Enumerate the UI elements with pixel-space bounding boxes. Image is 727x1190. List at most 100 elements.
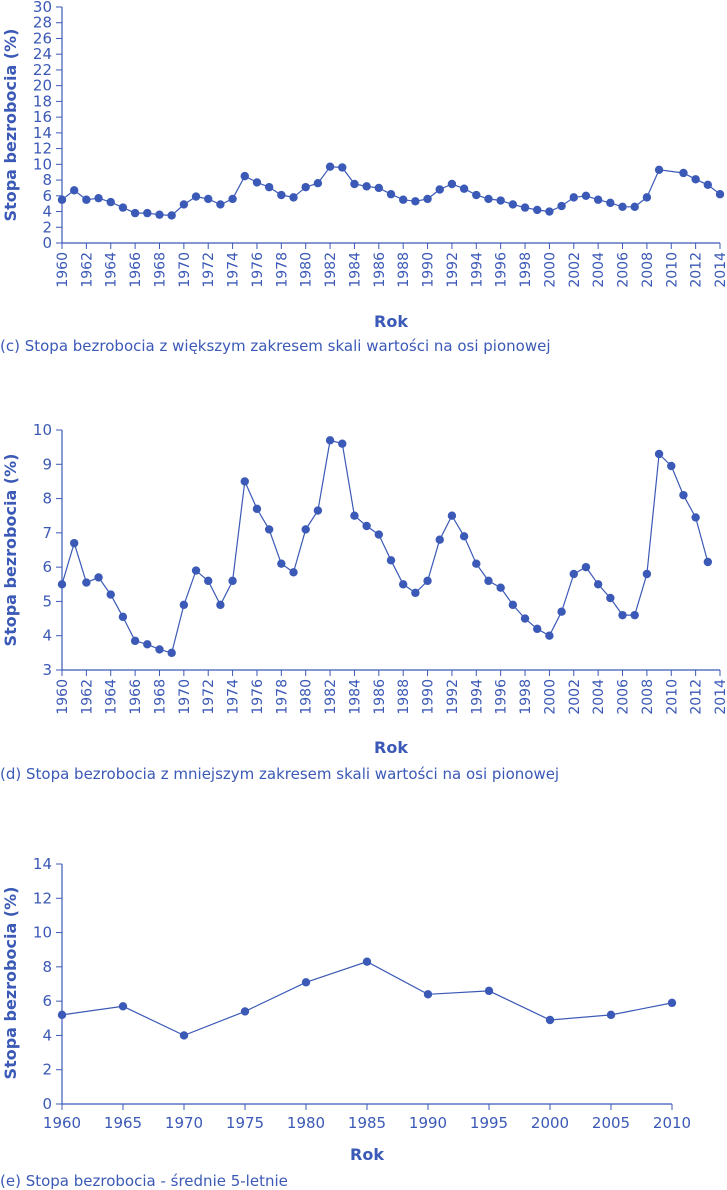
- data-point: [204, 194, 213, 204]
- data-point: [606, 198, 615, 208]
- y-tick-label: 6: [42, 558, 52, 576]
- y-tick-label: 8: [42, 171, 52, 189]
- x-tick-label: 2004: [591, 252, 607, 288]
- y-tick-label: 12: [33, 889, 52, 907]
- x-tick-label: 2004: [591, 679, 607, 715]
- x-tick-label: 1966: [128, 252, 144, 288]
- x-tick-label: 1980: [299, 679, 315, 715]
- x-tick-label: 1965: [104, 1114, 142, 1132]
- data-point: [386, 556, 396, 565]
- y-tick-label: 12: [33, 140, 52, 158]
- data-point: [593, 580, 603, 589]
- data-point: [374, 183, 384, 193]
- data-point: [569, 569, 578, 579]
- x-tick-label: 2000: [542, 252, 558, 288]
- data-point: [533, 624, 542, 634]
- data-point: [642, 193, 652, 202]
- data-point: [204, 576, 213, 586]
- data-point: [240, 477, 249, 486]
- data-point: [618, 202, 627, 212]
- x-tick-label: 1960: [55, 679, 71, 715]
- data-point: [533, 205, 542, 215]
- data-point: [191, 566, 201, 575]
- x-tick-label: 1972: [201, 252, 217, 288]
- data-point: [118, 1002, 128, 1011]
- x-tick-label: 2012: [689, 252, 705, 288]
- y-tick-label: 2: [42, 218, 52, 236]
- x-tick-label: 1962: [79, 679, 95, 715]
- x-tick-label: 1986: [372, 679, 388, 715]
- data-point: [520, 614, 530, 623]
- data-point: [593, 195, 603, 204]
- data-point: [167, 211, 176, 220]
- data-point: [313, 179, 323, 188]
- x-tick-label: 1994: [469, 679, 485, 715]
- y-axis-label: Stopa bezrobocia (%): [1, 887, 20, 1080]
- x-tick-label: 1976: [250, 679, 266, 715]
- data-point: [472, 559, 481, 568]
- x-tick-label: 1992: [445, 252, 461, 288]
- x-tick-label: 1998: [518, 252, 534, 288]
- data-point: [301, 182, 310, 192]
- data-point: [691, 513, 700, 522]
- data-point: [179, 600, 189, 610]
- x-tick-label: 1960: [55, 252, 71, 288]
- data-point: [642, 569, 652, 579]
- y-tick-label: 14: [33, 855, 52, 873]
- y-tick-label: 10: [33, 155, 52, 173]
- data-point: [277, 190, 286, 200]
- x-axis-label: Rok: [374, 738, 408, 757]
- data-point: [496, 196, 505, 205]
- data-point: [240, 171, 249, 181]
- data-point: [313, 506, 323, 515]
- data-point: [545, 1015, 555, 1025]
- x-tick-label: 2005: [592, 1114, 630, 1132]
- x-tick-label: 1974: [226, 252, 242, 288]
- data-point: [94, 193, 103, 203]
- data-point: [362, 521, 371, 531]
- x-tick-label: 1996: [494, 679, 510, 715]
- data-point: [277, 559, 286, 568]
- data-point: [130, 636, 140, 646]
- data-point: [606, 593, 615, 603]
- x-tick-label: 2008: [640, 252, 656, 288]
- y-tick-label: 8: [42, 958, 52, 976]
- y-tick-label: 10: [33, 924, 52, 942]
- data-point: [118, 612, 128, 622]
- data-point: [216, 200, 225, 209]
- data-point: [179, 1031, 189, 1040]
- data-point: [581, 191, 591, 200]
- x-axis-label: Rok: [374, 312, 408, 331]
- data-point: [57, 195, 67, 204]
- data-point: [167, 648, 176, 658]
- data-point: [618, 610, 627, 620]
- x-tick-label: 1968: [152, 679, 168, 715]
- x-tick-label: 1975: [226, 1114, 264, 1132]
- x-tick-label: 2008: [640, 679, 656, 715]
- x-tick-label: 1980: [299, 252, 315, 288]
- data-point: [82, 195, 91, 204]
- data-point: [82, 578, 91, 587]
- data-point: [411, 197, 420, 206]
- data-point: [703, 180, 713, 189]
- data-point: [606, 1010, 616, 1020]
- data-point: [57, 1010, 67, 1020]
- data-point: [216, 600, 225, 610]
- data-point: [94, 573, 103, 582]
- data-point: [301, 525, 310, 534]
- data-point: [423, 194, 432, 204]
- y-tick-label: 30: [33, 0, 52, 16]
- data-point: [679, 490, 688, 500]
- data-point: [325, 436, 335, 445]
- data-point: [362, 957, 372, 966]
- data-point: [228, 576, 237, 586]
- y-axis-label: Stopa bezrobocia (%): [1, 454, 20, 647]
- data-point: [228, 194, 237, 204]
- data-point: [545, 207, 554, 216]
- x-tick-label: 1985: [348, 1114, 386, 1132]
- y-tick-label: 5: [42, 592, 52, 610]
- x-tick-label: 1962: [79, 252, 95, 288]
- y-tick-label: 6: [42, 187, 52, 205]
